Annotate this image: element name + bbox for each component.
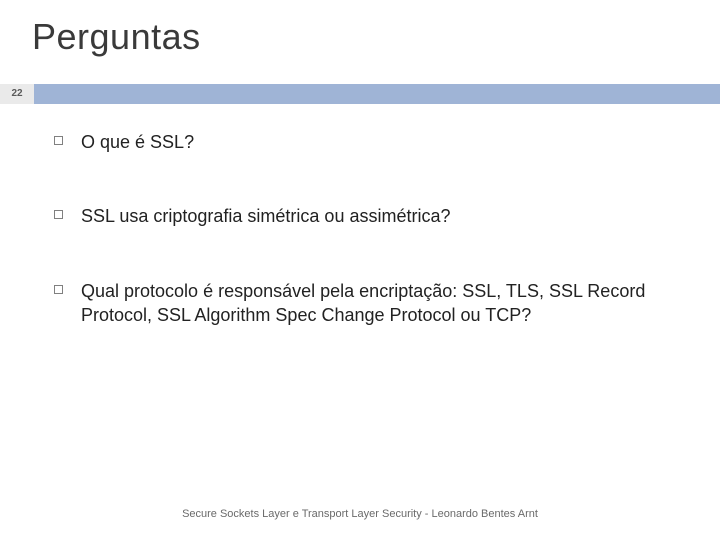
list-item: O que é SSL? [54,130,680,154]
list-item: SSL usa criptografia simétrica ou assimé… [54,204,680,228]
bullet-text: SSL usa criptografia simétrica ou assimé… [81,204,450,228]
slide-number-bar: 22 [0,84,720,104]
bullet-text: O que é SSL? [81,130,194,154]
slide-title: Perguntas [32,16,201,58]
slide-number: 22 [0,84,34,104]
content-area: O que é SSL? SSL usa criptografia simétr… [54,130,680,377]
square-bullet-icon [54,136,63,145]
list-item: Qual protocolo é responsável pela encrip… [54,279,680,328]
slide-footer: Secure Sockets Layer e Transport Layer S… [0,508,720,520]
square-bullet-icon [54,285,63,294]
bullet-text: Qual protocolo é responsável pela encrip… [81,279,680,328]
accent-bar [34,84,720,104]
square-bullet-icon [54,210,63,219]
